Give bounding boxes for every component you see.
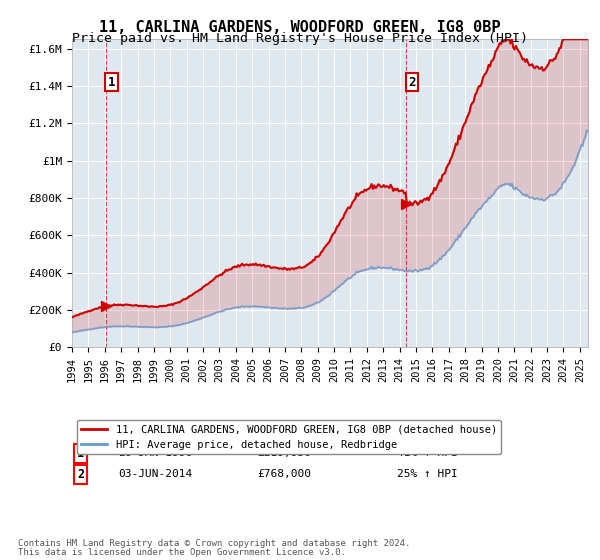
Text: 25% ↑ HPI: 25% ↑ HPI xyxy=(397,469,458,479)
Text: 1: 1 xyxy=(107,76,115,88)
Text: 03-JUN-2014: 03-JUN-2014 xyxy=(118,469,193,479)
Text: £219,950: £219,950 xyxy=(258,449,312,459)
Text: 1: 1 xyxy=(77,447,84,460)
Text: 41% ↑ HPI: 41% ↑ HPI xyxy=(397,449,458,459)
Text: 26-JAN-1996: 26-JAN-1996 xyxy=(118,449,193,459)
Text: Contains HM Land Registry data © Crown copyright and database right 2024.: Contains HM Land Registry data © Crown c… xyxy=(18,539,410,548)
Text: 2: 2 xyxy=(408,76,416,88)
Text: £768,000: £768,000 xyxy=(258,469,312,479)
Legend: 11, CARLINA GARDENS, WOODFORD GREEN, IG8 0BP (detached house), HPI: Average pric: 11, CARLINA GARDENS, WOODFORD GREEN, IG8… xyxy=(77,420,501,454)
Text: Price paid vs. HM Land Registry's House Price Index (HPI): Price paid vs. HM Land Registry's House … xyxy=(72,32,528,45)
Text: 2: 2 xyxy=(77,468,84,481)
Text: This data is licensed under the Open Government Licence v3.0.: This data is licensed under the Open Gov… xyxy=(18,548,346,557)
Text: 11, CARLINA GARDENS, WOODFORD GREEN, IG8 0BP: 11, CARLINA GARDENS, WOODFORD GREEN, IG8… xyxy=(99,20,501,35)
